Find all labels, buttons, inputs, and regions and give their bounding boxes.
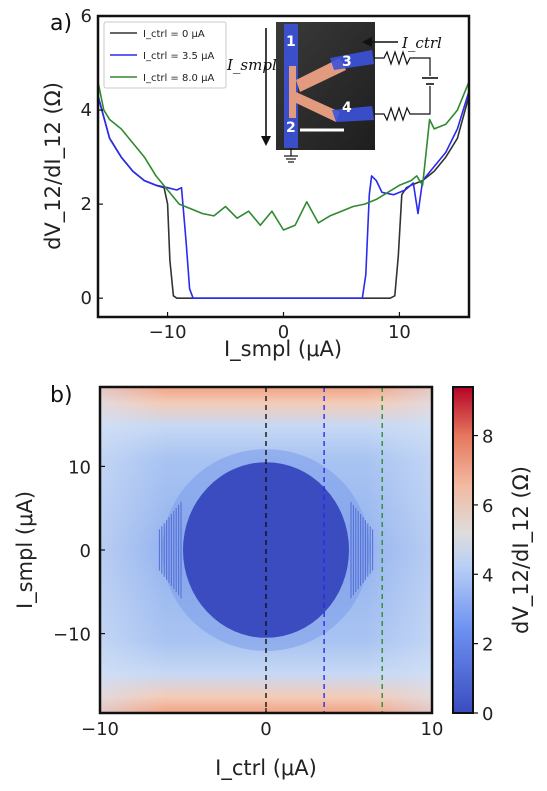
legend-entry-2: I_ctrl = 8.0 μA <box>143 73 214 84</box>
terminal-4: 4 <box>342 100 352 116</box>
heatmap-marks <box>158 387 383 713</box>
legend-entry-0: I_ctrl = 0 μA <box>143 29 205 40</box>
panel-b-plot: −10 0 10 −10 0 10 0 2 4 6 8 I_ctrl (μA) I_smpl (μ… <box>13 385 534 781</box>
colorbar-ticks: 0 2 4 6 8 <box>473 427 493 725</box>
b-ytick-label-0: −10 <box>53 625 91 646</box>
a-ytick-label-2: 4 <box>81 100 92 121</box>
b-xtick-label-0: −10 <box>81 719 119 740</box>
b-xtick-label-1: 0 <box>260 719 271 740</box>
panel-a-ticks: −10 0 10 0 2 4 6 <box>81 6 411 343</box>
inset-label-ictrl: I_ctrl <box>401 34 442 52</box>
lead-3 <box>330 50 374 70</box>
resistor-3 <box>374 50 431 76</box>
panel-b-label: b) <box>50 383 73 408</box>
resistor-4 <box>374 86 431 122</box>
panel-a-label: a) <box>50 11 72 36</box>
inset-label-ismpl: I_smpl <box>226 56 277 74</box>
device-inset: I_smpl 1 2 3 4 I_ctrl <box>226 22 442 163</box>
panel-a-curves <box>98 81 469 300</box>
b-ytick-label-1: 0 <box>80 541 91 562</box>
panel-a-xlabel: I_smpl (μA) <box>224 337 342 362</box>
panel-a-plot: −10 0 10 0 2 4 6 I_ctrl = 0 μA I_ctrl = 3.5 μA… <box>41 6 471 362</box>
cbar-tick-label-1: 2 <box>482 635 493 656</box>
legend-box <box>103 21 227 89</box>
terminal-1: 1 <box>286 34 296 50</box>
panel-a-ylabel: dV_12/dI_12 (Ω) <box>41 82 66 250</box>
legend-entry-1: I_ctrl = 3.5 μA <box>143 51 214 62</box>
b-ytick-label-2: 10 <box>68 457 91 478</box>
terminal-2: 2 <box>286 120 296 136</box>
a-ytick-label-1: 2 <box>81 194 92 215</box>
colorbar-label: dV_12/dI_12 (Ω) <box>509 466 534 634</box>
cbar-tick-label-4: 8 <box>482 427 493 448</box>
panel-b-ylabel: I_smpl (μA) <box>13 491 38 609</box>
smpl-arrow-head <box>261 136 271 146</box>
panel-b-ticks: −10 0 10 −10 0 10 <box>53 457 443 740</box>
a-ytick-label-0: 0 <box>81 288 92 309</box>
heatmap <box>100 387 432 713</box>
series-line-2 <box>98 81 469 231</box>
series-line-1 <box>98 90 469 300</box>
panel-b-xlabel: I_ctrl (μA) <box>215 756 317 781</box>
b-xtick-label-2: 10 <box>421 719 444 740</box>
terminal-3: 3 <box>342 54 352 70</box>
a-xtick-label-0: −10 <box>149 322 187 343</box>
lead-4-link <box>294 92 340 122</box>
cbar-tick-label-2: 4 <box>482 565 493 586</box>
a-xtick-label-1: 0 <box>278 322 289 343</box>
a-ytick-label-3: 6 <box>81 6 92 27</box>
lead-4 <box>332 106 374 122</box>
cbar-tick-label-0: 0 <box>482 704 493 725</box>
panel-a-legend: I_ctrl = 0 μA I_ctrl = 3.5 μA I_ctrl = 8… <box>103 21 227 89</box>
ctrl-arrow-head <box>362 37 372 47</box>
colorbar <box>452 386 474 714</box>
sample-strip <box>289 66 296 118</box>
cbar-tick-label-3: 6 <box>482 496 493 517</box>
a-xtick-label-2: 10 <box>388 322 411 343</box>
